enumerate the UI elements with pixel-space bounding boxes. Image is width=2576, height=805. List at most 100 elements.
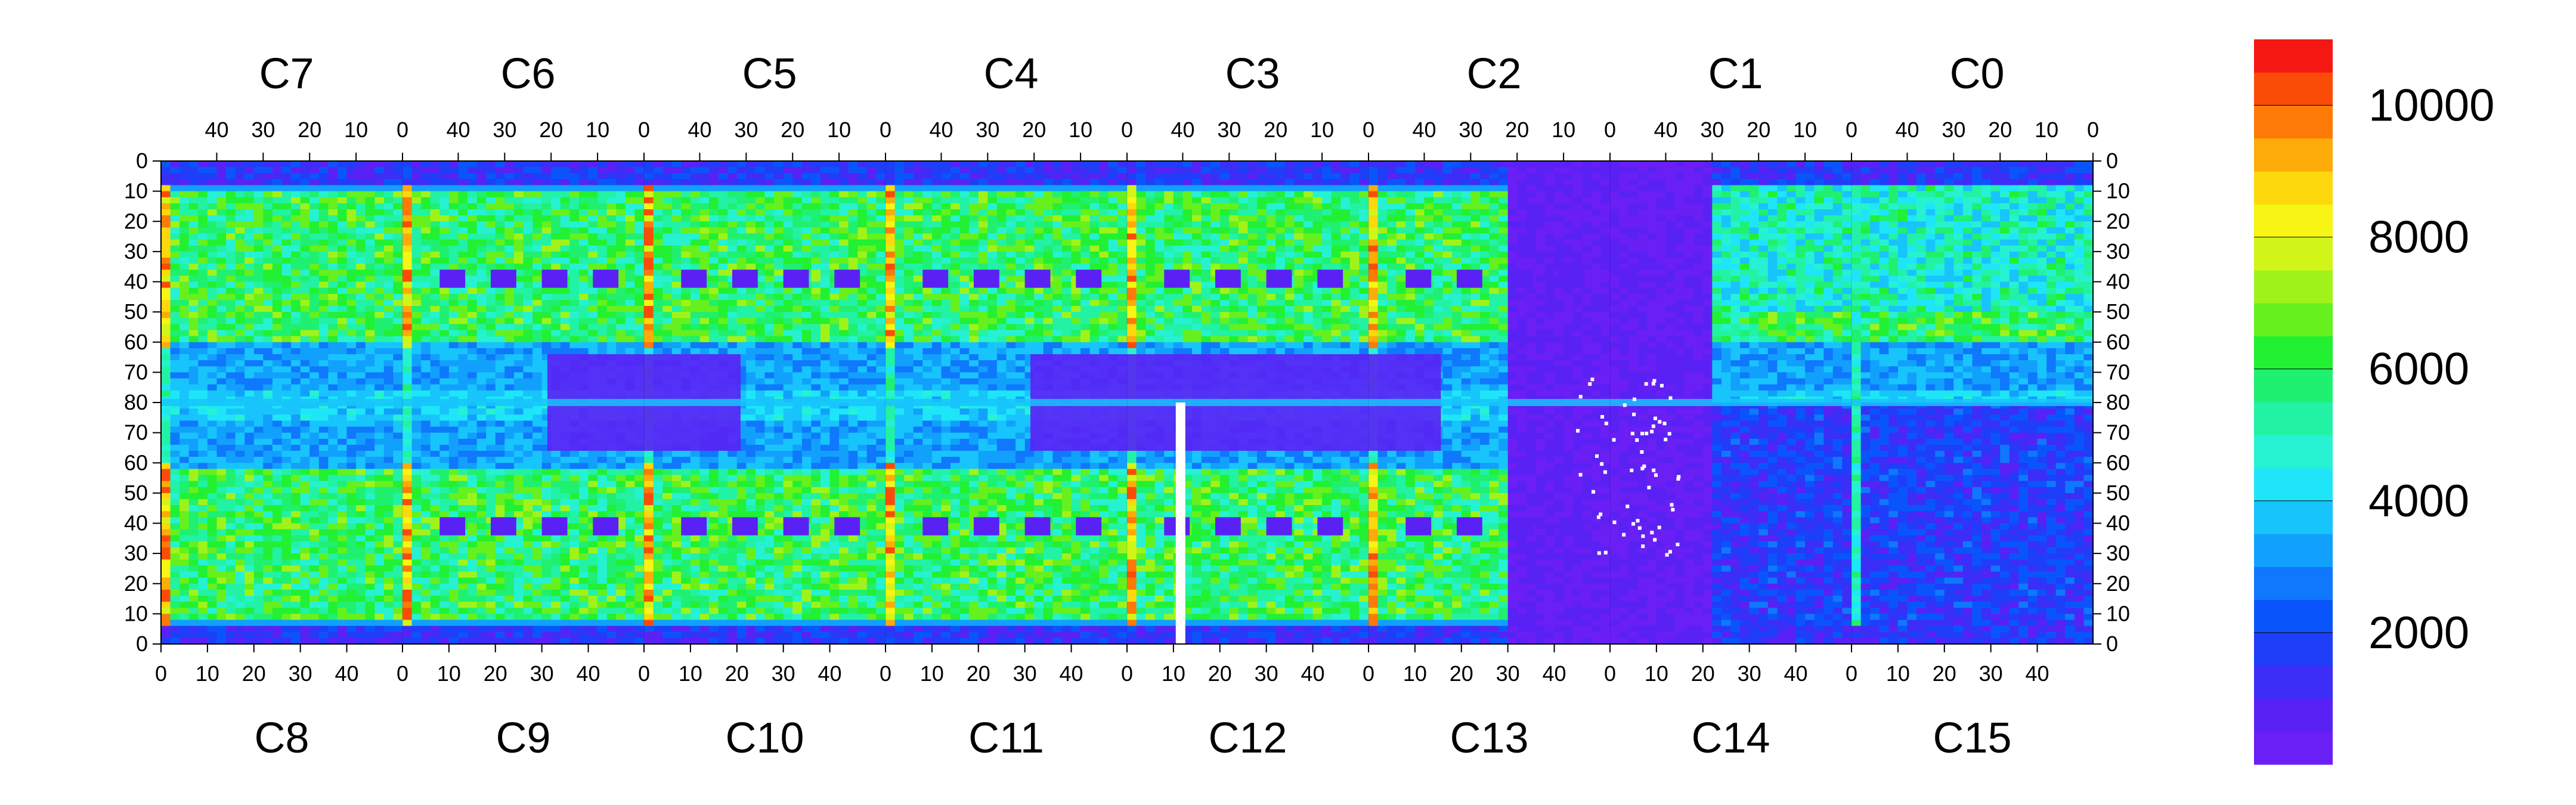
heatmap-cell	[755, 227, 766, 234]
heatmap-cell	[235, 161, 245, 168]
heatmap-cell	[272, 191, 283, 198]
heatmap-cell	[579, 233, 589, 240]
heatmap-cell	[198, 215, 208, 222]
heatmap-cell	[318, 287, 329, 295]
heatmap-cell	[402, 493, 413, 500]
heatmap-cell	[188, 505, 199, 512]
heatmap-cell	[281, 614, 292, 621]
heatmap-cell	[551, 589, 561, 596]
heatmap-cell	[504, 596, 515, 602]
heatmap-cell	[476, 463, 487, 469]
heatmap-cell	[476, 420, 487, 428]
heatmap-cell	[338, 348, 348, 355]
heatmap-cell	[690, 239, 701, 246]
heatmap-cell	[411, 336, 422, 343]
heatmap-cell	[551, 173, 561, 179]
heatmap-cell	[662, 275, 673, 283]
heatmap-cell	[356, 487, 366, 494]
heatmap-cell	[365, 583, 375, 590]
heatmap-cell	[532, 233, 543, 240]
heatmap-cell	[179, 438, 190, 445]
heatmap-cell	[439, 251, 450, 258]
heatmap-cell	[328, 529, 338, 536]
heatmap-cell	[821, 227, 831, 234]
heatmap-cell	[430, 444, 440, 451]
heatmap-cell	[448, 293, 459, 301]
heatmap-cell	[495, 306, 505, 312]
heatmap-cell	[179, 620, 190, 627]
heatmap-cell	[783, 348, 793, 355]
heatmap-cell	[207, 324, 218, 331]
heatmap-cell	[216, 523, 227, 530]
heatmap-cell	[616, 299, 626, 306]
heatmap-cell	[253, 414, 264, 421]
heatmap-cell	[365, 173, 375, 179]
heatmap-cell	[709, 336, 719, 343]
heatmap-cell	[504, 499, 515, 506]
heatmap-cell	[421, 535, 431, 542]
heatmap-cell	[467, 571, 478, 578]
heatmap-cell	[226, 457, 236, 463]
heatmap-cell	[821, 366, 831, 373]
heatmap-cell	[291, 167, 301, 174]
heatmap-cell	[338, 408, 348, 415]
heatmap-cell	[216, 312, 227, 318]
heatmap-cell	[829, 342, 840, 349]
heatmap-cell	[309, 535, 320, 542]
heatmap-cell	[736, 161, 747, 168]
heatmap-cell	[504, 342, 515, 349]
heatmap-cell	[272, 620, 283, 627]
heatmap-cell	[448, 264, 459, 270]
heatmap-cell	[783, 287, 793, 295]
heatmap-cell	[699, 239, 710, 246]
heatmap-cell	[263, 637, 273, 645]
heatmap-cell	[411, 233, 422, 240]
heatmap-cell	[597, 602, 608, 608]
heatmap-cell	[161, 463, 171, 469]
heatmap-cell	[551, 348, 561, 355]
heatmap-cell	[448, 258, 459, 264]
heatmap-cell	[551, 614, 561, 621]
heatmap-cell	[207, 366, 218, 373]
heatmap-cell	[458, 318, 468, 324]
heatmap-cell	[253, 505, 264, 512]
heatmap-cell	[383, 372, 394, 379]
heatmap-cell	[281, 390, 292, 397]
heatmap-cell	[216, 487, 227, 494]
heatmap-cell	[476, 360, 487, 367]
heatmap-cell	[625, 287, 635, 295]
heatmap-cell	[338, 511, 348, 518]
heatmap-cell	[541, 390, 552, 397]
heatmap-cell	[356, 360, 366, 367]
heatmap-cell	[235, 258, 245, 264]
heatmap-cell	[495, 161, 505, 168]
heatmap-cell	[291, 517, 301, 524]
heatmap-cell	[597, 185, 608, 192]
heatmap-cell	[690, 342, 701, 349]
heatmap-cell	[328, 378, 338, 385]
heatmap-cell	[338, 239, 348, 246]
heatmap-cell	[774, 372, 784, 379]
heatmap-cell	[523, 251, 533, 258]
heatmap-cell	[170, 420, 180, 428]
heatmap-cell	[430, 553, 440, 560]
heatmap-cell	[569, 167, 580, 174]
heatmap-cell	[374, 414, 385, 421]
heatmap-cell	[746, 227, 756, 234]
heatmap-cell	[272, 330, 283, 337]
heatmap-cell	[486, 173, 496, 179]
heatmap-cell	[625, 596, 635, 602]
heatmap-cell	[198, 173, 208, 179]
heatmap-cell	[709, 306, 719, 312]
heatmap-cell	[430, 330, 440, 337]
heatmap-cell	[402, 161, 413, 168]
heatmap-cell	[551, 637, 561, 645]
heatmap-cell	[402, 589, 413, 596]
heatmap-cell	[272, 626, 283, 633]
heatmap-cell	[198, 408, 208, 415]
heatmap-cell	[774, 245, 784, 252]
heatmap-cell	[588, 336, 598, 343]
heatmap-cell	[198, 179, 208, 186]
heatmap-cell	[356, 589, 366, 596]
heatmap-cell	[281, 191, 292, 198]
